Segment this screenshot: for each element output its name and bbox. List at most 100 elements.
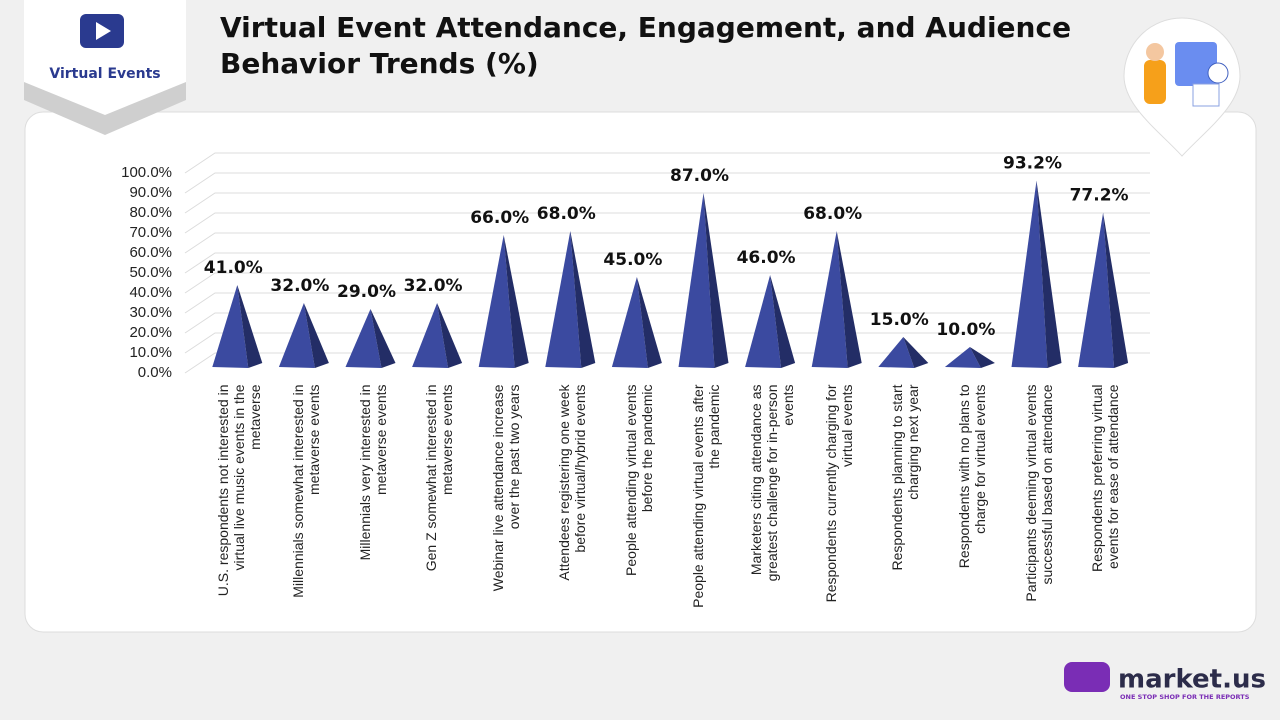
x-tick-label: U.S. respondents not interested in virtu…	[215, 384, 264, 597]
y-tick-label: 10.0%	[129, 344, 172, 361]
pyramid-face	[745, 275, 782, 368]
pyramid-face	[770, 275, 796, 368]
illustration	[1144, 60, 1166, 104]
value-label: 68.0%	[803, 204, 862, 224]
pyramid-face	[944, 347, 981, 368]
logo-icon	[1064, 662, 1110, 692]
y-tick-label: 40.0%	[129, 284, 172, 301]
value-label: 41.0%	[204, 258, 263, 278]
pyramid-face	[303, 303, 329, 368]
value-label: 29.0%	[337, 282, 396, 302]
pyramid-face	[678, 193, 715, 368]
value-label: 66.0%	[470, 208, 529, 228]
value-label: 15.0%	[870, 310, 929, 330]
y-tick-label: 70.0%	[129, 224, 172, 241]
x-tick-label: Respondents preferring virtual events fo…	[1089, 384, 1122, 573]
pyramid-face	[703, 193, 729, 368]
chart-title: Virtual Event Attendance, Engagement, an…	[220, 11, 1072, 80]
value-label: 32.0%	[404, 276, 463, 296]
pyramid-face	[412, 303, 449, 368]
pyramid	[611, 277, 662, 368]
value-label: 77.2%	[1070, 186, 1129, 206]
x-tick-label: Millennials very interested in metaverse…	[356, 384, 389, 561]
pyramid	[1078, 212, 1129, 368]
pyramid	[811, 231, 862, 368]
pyramid	[878, 337, 929, 368]
value-label: 93.2%	[1003, 154, 1062, 174]
badge	[24, 0, 186, 115]
badge-text: Virtual Events	[49, 66, 160, 82]
pyramid-face	[878, 337, 915, 368]
pyramid-face	[811, 231, 848, 368]
pyramid-face	[611, 277, 648, 368]
illustration	[1146, 43, 1164, 61]
badge-icon	[96, 22, 111, 40]
pyramid-face	[503, 235, 529, 368]
x-tick-label: Participants deeming virtual events succ…	[1022, 384, 1055, 602]
pyramid-face	[278, 303, 315, 368]
value-label: 46.0%	[737, 248, 796, 268]
card	[24, 111, 1257, 633]
grid-line	[184, 212, 1150, 234]
grid-line	[184, 232, 1150, 254]
x-tick-label: Gen Z somewhat interested in metaverse e…	[423, 384, 456, 572]
pyramid	[212, 285, 263, 368]
y-tick-label: 90.0%	[129, 184, 172, 201]
x-tick-label: Millennials somewhat interested in metav…	[289, 384, 322, 598]
y-tick-label: 0.0%	[138, 364, 172, 381]
pyramid-face	[1103, 212, 1129, 368]
grid-line	[184, 152, 1150, 174]
pyramid-face	[237, 285, 263, 368]
x-tick-label: Marketers citing attendance as greatest …	[748, 384, 797, 582]
y-tick-label: 30.0%	[129, 304, 172, 321]
pyramid-face	[636, 277, 662, 368]
illustration	[1175, 42, 1217, 86]
pyramid	[944, 347, 995, 368]
illustration	[1207, 62, 1229, 84]
x-tick-label: People attending virtual events before t…	[622, 384, 655, 576]
pyramid	[345, 309, 396, 368]
pyramid	[478, 235, 529, 368]
pyramid-face	[437, 303, 463, 368]
logo-tagline: ONE STOP SHOP FOR THE REPORTS	[1120, 693, 1250, 701]
illustration	[1192, 83, 1220, 107]
pyramid	[745, 275, 796, 368]
x-tick-label: Respondents with no plans to charge for …	[955, 384, 988, 569]
pyramid	[545, 231, 596, 368]
x-tick-label: People attending virtual events after th…	[689, 384, 722, 608]
pyramid-face	[1011, 180, 1048, 368]
pyramid-face	[212, 285, 249, 368]
value-label: 45.0%	[603, 250, 662, 270]
y-tick-label: 50.0%	[129, 264, 172, 281]
x-tick-label: Respondents planning to start charging n…	[889, 384, 922, 571]
pyramid-face	[345, 309, 382, 368]
value-label: 87.0%	[670, 166, 729, 186]
grid-line	[184, 172, 1150, 194]
x-tick-label: Respondents currently charging for virtu…	[822, 384, 855, 603]
pyramid-face	[545, 231, 582, 368]
value-label: 68.0%	[537, 204, 596, 224]
y-tick-label: 20.0%	[129, 324, 172, 341]
grid-line	[184, 192, 1150, 214]
pyramid	[678, 193, 729, 368]
pyramid-face	[1036, 180, 1062, 368]
y-tick-label: 80.0%	[129, 204, 172, 221]
pyramid	[278, 303, 329, 368]
pyramid-face	[903, 337, 929, 368]
x-tick-label: Attendees registering one week before vi…	[556, 384, 589, 581]
pyramid-face	[1078, 212, 1115, 368]
pyramid-face	[969, 347, 995, 368]
y-tick-label: 100.0%	[121, 164, 172, 181]
pyramid-face	[478, 235, 515, 368]
x-tick-label: Webinar live attendance increase over th…	[489, 384, 522, 592]
pyramid	[412, 303, 463, 368]
pyramid-face	[836, 231, 862, 368]
value-label: 10.0%	[936, 320, 995, 340]
y-tick-label: 60.0%	[129, 244, 172, 261]
value-label: 32.0%	[270, 276, 329, 296]
pyramid-face	[370, 309, 396, 368]
pyramid-face	[570, 231, 596, 368]
pyramid	[1011, 180, 1062, 368]
